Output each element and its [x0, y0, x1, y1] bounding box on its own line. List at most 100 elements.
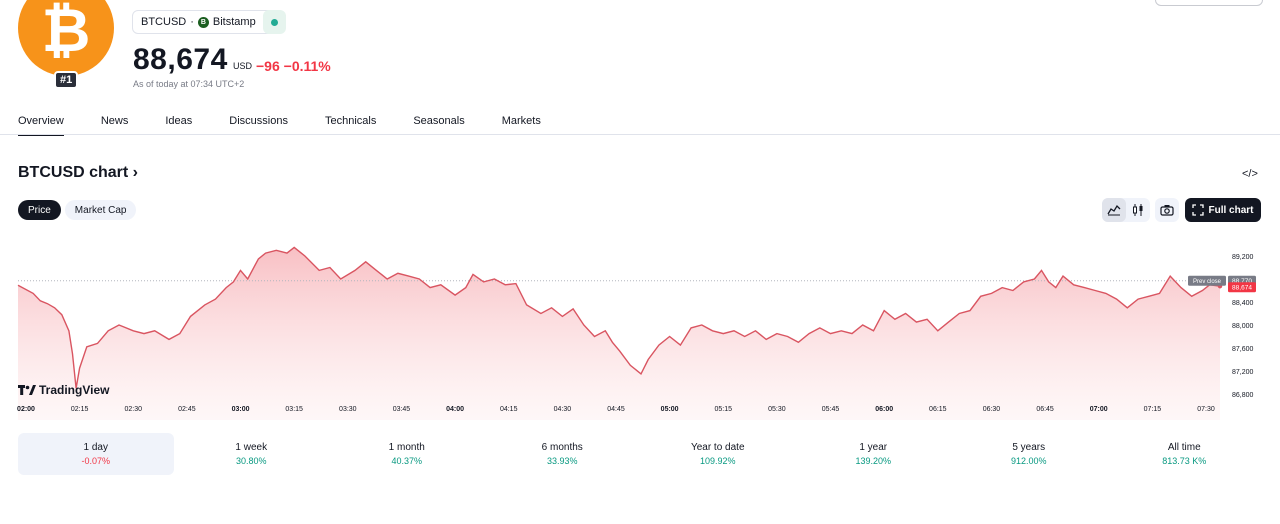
as-of-timestamp: As of today at 07:34 UTC+2 — [133, 79, 245, 89]
tab-news[interactable]: News — [100, 115, 129, 127]
embed-code-icon[interactable]: </> — [1242, 168, 1258, 180]
exchange-text: Bitstamp — [212, 16, 256, 28]
x-tick-label: 03:15 — [285, 406, 303, 413]
period-1-day[interactable]: 1 day -0.07% — [18, 433, 174, 475]
period-value: -0.07% — [81, 456, 111, 466]
y-tick-label: 87,200 — [1232, 369, 1254, 376]
y-tick-label: 86,800 — [1232, 392, 1254, 399]
tab-discussions[interactable]: Discussions — [229, 115, 288, 127]
period-5-years[interactable]: 5 years 912.00% — [951, 433, 1107, 475]
period-1-year[interactable]: 1 year 139.20% — [796, 433, 952, 475]
x-tick-label: 02:00 — [17, 406, 35, 413]
x-tick-label: 04:15 — [500, 406, 518, 413]
price-chart[interactable]: 89,20088,80088,40088,00087,60087,20086,8… — [0, 230, 1280, 420]
top-right-button[interactable] — [1155, 0, 1263, 6]
full-chart-label: Full chart — [1208, 204, 1254, 216]
period-6-months[interactable]: 6 months 33.93% — [485, 433, 641, 475]
x-tick-label: 05:30 — [768, 406, 786, 413]
tab-markets[interactable]: Markets — [501, 115, 541, 127]
period-label: 6 months — [541, 442, 583, 453]
period-value: 912.00% — [1010, 456, 1047, 466]
symbol-selector[interactable]: BTCUSD · B Bitstamp ⌄ — [132, 10, 282, 34]
period-value: 40.37% — [391, 456, 423, 466]
x-tick-label: 03:30 — [339, 406, 357, 413]
price-change: −96 −0.11% — [256, 58, 331, 74]
period-label: 1 year — [859, 442, 888, 453]
tradingview-brand: TradingView — [39, 383, 110, 397]
x-tick-label: 05:45 — [822, 406, 840, 413]
x-tick-label: 03:45 — [393, 406, 411, 413]
x-tick-label: 04:30 — [554, 406, 572, 413]
last-price-tag — [1228, 282, 1256, 293]
x-tick-label: 02:15 — [71, 406, 89, 413]
rank-badge: #1 — [54, 71, 79, 89]
chart-title-link[interactable]: BTCUSD chart › — [18, 164, 139, 181]
x-tick-label: 07:30 — [1197, 406, 1215, 413]
period-value: 33.93% — [546, 456, 578, 466]
market-open-icon — [271, 18, 278, 26]
period-value: 30.80% — [235, 456, 267, 466]
chart-style-group — [1102, 198, 1150, 222]
tradingview-logo-icon — [18, 385, 36, 395]
period-year-to-date[interactable]: Year to date 109.92% — [640, 433, 796, 475]
camera-icon[interactable] — [1155, 198, 1179, 222]
x-tick-label: 03:00 — [232, 406, 250, 413]
x-tick-label: 06:30 — [983, 406, 1001, 413]
full-chart-button[interactable]: Full chart — [1185, 198, 1261, 222]
tab-bar: Overview News Ideas Discussions Technica… — [18, 115, 578, 136]
symbol-text: BTCUSD — [141, 16, 187, 28]
y-tick-label: 89,200 — [1232, 254, 1254, 261]
prev-close-value: 88,770 — [1232, 278, 1252, 285]
period-value: 813.73 K% — [1162, 456, 1207, 466]
x-tick-label: 02:30 — [125, 406, 143, 413]
y-tick-label: 87,600 — [1232, 346, 1254, 353]
x-tick-label: 07:15 — [1144, 406, 1162, 413]
x-tick-label: 05:15 — [715, 406, 733, 413]
period-all-time[interactable]: All time 813.73 K% — [1107, 433, 1263, 475]
period-1-month[interactable]: 1 month 40.37% — [329, 433, 485, 475]
x-tick-label: 06:15 — [929, 406, 947, 413]
symbol-separator: · — [190, 16, 194, 28]
bitcoin-logo: ₿ — [18, 0, 114, 76]
x-tick-label: 07:00 — [1090, 406, 1108, 413]
period-label: 1 month — [388, 442, 425, 453]
y-tick-label: 88,000 — [1232, 323, 1254, 330]
tab-divider — [0, 134, 1280, 135]
price-toggle-button[interactable]: Price — [18, 200, 61, 220]
x-tick-label: 06:00 — [875, 406, 893, 413]
change-pct: −0.11% — [283, 58, 331, 74]
performance-periods: 1 day -0.07% 1 week 30.80% 1 month 40.37… — [18, 433, 1262, 475]
y-tick-label: 88,400 — [1232, 300, 1254, 307]
period-label: 5 years — [1012, 442, 1046, 453]
period-label: 1 day — [83, 442, 108, 453]
price-marketcap-toggle: Price Market Cap — [18, 200, 137, 220]
prev-close-tag — [1188, 275, 1226, 286]
candlestick-icon[interactable] — [1126, 198, 1150, 222]
price-area-fill — [18, 247, 1220, 420]
tab-ideas[interactable]: Ideas — [165, 115, 193, 127]
period-1-week[interactable]: 1 week 30.80% — [174, 433, 330, 475]
x-tick-label: 05:00 — [661, 406, 679, 413]
market-status-button[interactable] — [263, 10, 286, 34]
period-label: Year to date — [690, 442, 745, 453]
tab-seasonals[interactable]: Seasonals — [413, 115, 465, 127]
x-tick-label: 02:45 — [178, 406, 196, 413]
expand-icon — [1192, 204, 1205, 216]
market-cap-toggle-button[interactable]: Market Cap — [64, 200, 137, 220]
tab-technicals[interactable]: Technicals — [324, 115, 377, 127]
currency-label: USD — [233, 61, 253, 71]
last-price: 88,674 — [133, 43, 228, 76]
last-price-value: 88,674 — [1232, 285, 1252, 292]
area-chart-icon[interactable] — [1102, 198, 1126, 222]
exchange-icon: B — [197, 16, 209, 28]
tab-overview[interactable]: Overview — [18, 115, 64, 136]
change-abs: −96 — [256, 58, 280, 74]
bitcoin-icon: ₿ — [41, 0, 91, 66]
x-tick-label: 04:45 — [607, 406, 625, 413]
x-tick-label: 04:00 — [446, 406, 464, 413]
period-label: 1 week — [235, 442, 268, 453]
price-line — [17, 246, 1221, 389]
period-value: 139.20% — [855, 456, 892, 466]
prev-close-tag-label: Prev close — [1193, 279, 1222, 285]
tradingview-watermark: TradingView — [18, 383, 109, 397]
